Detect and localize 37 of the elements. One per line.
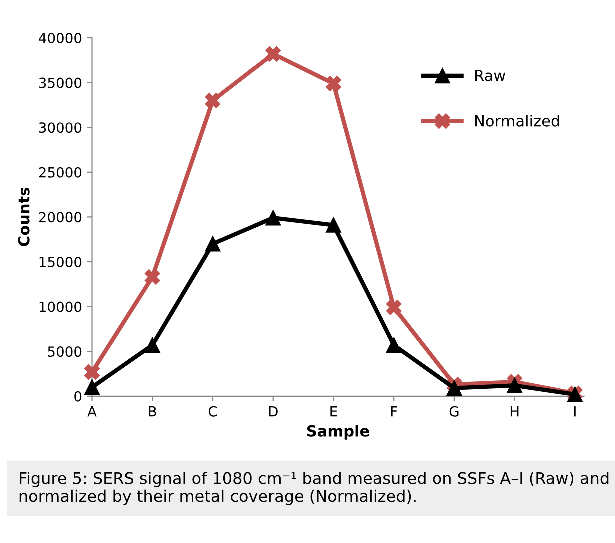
point — [266, 46, 281, 62]
x-tick-label: H — [510, 406, 519, 417]
point — [386, 338, 402, 353]
point — [266, 210, 281, 226]
point — [507, 378, 522, 394]
point — [205, 93, 221, 108]
y-tick-label: 10000 — [40, 302, 82, 312]
x-axis-title: Sample — [307, 425, 370, 440]
point — [84, 364, 100, 380]
x-tick-label: F — [391, 406, 398, 417]
point — [446, 380, 462, 396]
y-tick-label: 15000 — [40, 256, 82, 268]
x-tick-label: A — [88, 406, 97, 417]
y-tick-label: 40000 — [39, 32, 82, 44]
legend-label: Normalized — [476, 115, 560, 127]
x-tick-label: C — [208, 406, 218, 417]
y-tick-label: 35000 — [39, 78, 82, 88]
point — [84, 380, 100, 396]
point — [144, 270, 160, 285]
y-tick-label: 5000 — [48, 346, 82, 358]
x-tick-label: E — [330, 406, 338, 417]
y-axis-title: Counts — [18, 188, 30, 246]
point — [144, 338, 160, 353]
x-tick-label: D — [269, 406, 278, 417]
caption: Figure 5: SERS signal of 1080 cm⁻¹ band measured on SSFs A–I (Raw) and normalized by their metal coverage (Normalized). — [20, 472, 609, 506]
y-tick-label: 0 — [74, 391, 82, 402]
legend-label: Raw — [476, 70, 506, 82]
y-tick-label: 25000 — [39, 167, 82, 178]
point — [205, 236, 221, 252]
point — [326, 76, 342, 92]
x-tick-label: B — [149, 406, 156, 417]
point — [326, 218, 342, 233]
point — [386, 300, 402, 316]
y-tick-label: 30000 — [39, 122, 82, 134]
y-tick-label: 20000 — [39, 212, 82, 223]
x-tick-label: I — [574, 406, 576, 417]
x-tick-label: G — [450, 406, 459, 417]
